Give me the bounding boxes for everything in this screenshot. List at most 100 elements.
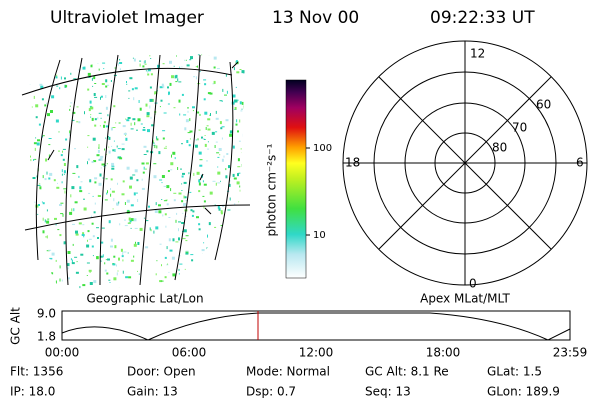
pixel <box>121 148 125 151</box>
pixel <box>162 130 166 132</box>
pixel <box>32 201 36 203</box>
pixel <box>39 65 41 67</box>
pixel <box>74 55 78 57</box>
pixel <box>61 181 63 184</box>
pixel <box>215 131 218 133</box>
pixel <box>126 119 130 122</box>
pixel <box>38 204 40 206</box>
pixel <box>55 119 59 123</box>
pixel <box>234 107 237 110</box>
pixel <box>148 205 150 208</box>
pixel <box>164 213 167 216</box>
pixel <box>209 284 211 287</box>
pixel <box>145 70 147 72</box>
pixel <box>219 100 223 102</box>
status-field: Mode: Normal <box>246 365 330 379</box>
pixel <box>87 88 90 91</box>
pixel <box>138 273 140 275</box>
pixel <box>79 286 81 289</box>
pixel <box>104 288 107 290</box>
pixel <box>158 204 161 207</box>
pixel <box>137 199 139 202</box>
pixel <box>105 79 108 83</box>
pixel <box>41 201 43 203</box>
pixel <box>79 186 82 190</box>
pixel <box>169 50 171 52</box>
pixel <box>169 82 172 86</box>
pixel <box>202 138 205 140</box>
pixel <box>126 83 128 85</box>
pixel <box>87 161 88 165</box>
pixel <box>92 195 94 197</box>
pixel <box>57 70 61 72</box>
pixel <box>87 72 91 76</box>
pixel <box>63 163 66 166</box>
pixel <box>153 175 157 179</box>
status-field: Dsp: 0.7 <box>246 385 296 399</box>
pixel <box>201 53 203 56</box>
pixel <box>91 117 94 121</box>
pixel <box>163 147 167 149</box>
pixel <box>155 226 159 230</box>
pixel <box>107 136 109 138</box>
pixel <box>130 204 134 207</box>
pixel <box>232 276 234 278</box>
pixel <box>203 79 207 81</box>
pixel <box>217 171 221 175</box>
pixel <box>28 232 30 236</box>
pixel <box>244 135 245 137</box>
pixel <box>158 210 162 214</box>
pixel <box>237 166 241 168</box>
pixel <box>130 122 132 126</box>
pixel <box>217 156 220 158</box>
pixel <box>185 235 189 237</box>
pixel <box>107 114 109 117</box>
pixel <box>163 200 167 202</box>
pixel <box>226 153 229 155</box>
pixel <box>172 273 176 277</box>
pixel <box>84 111 85 115</box>
orbit-curve <box>61 312 571 341</box>
pixel <box>159 106 161 108</box>
pixel <box>141 162 145 165</box>
pixel <box>214 226 217 228</box>
pixel <box>192 106 195 109</box>
pixel <box>28 156 29 157</box>
pixel <box>204 111 208 115</box>
pixel <box>50 54 54 58</box>
pixel <box>62 150 63 153</box>
pixel <box>62 148 66 150</box>
pixel <box>234 109 236 110</box>
pixel <box>49 172 53 176</box>
status-field: IP: 18.0 <box>10 385 55 399</box>
pixel <box>78 121 81 124</box>
pixel <box>169 51 170 54</box>
pixel <box>46 220 50 224</box>
pixel <box>237 276 241 279</box>
pixel <box>91 222 94 225</box>
pixel <box>245 113 246 115</box>
pixel <box>198 228 201 231</box>
pixel <box>185 216 187 217</box>
pixel <box>110 238 113 242</box>
pixel <box>32 50 35 52</box>
pixel <box>157 90 158 92</box>
pixel <box>164 276 167 279</box>
pixel <box>101 163 105 166</box>
pixel <box>218 207 221 211</box>
pixel <box>60 213 64 215</box>
pixel <box>170 169 173 171</box>
pixel <box>128 90 131 92</box>
pixel <box>31 106 33 108</box>
pixel <box>187 132 191 134</box>
pixel <box>227 222 230 224</box>
pixel <box>147 129 150 133</box>
pixel <box>142 65 145 68</box>
pixel <box>232 173 235 177</box>
pixel <box>198 182 201 186</box>
pixel <box>161 83 164 87</box>
pixel <box>147 70 149 73</box>
pixel <box>220 210 223 214</box>
pixel <box>39 83 43 86</box>
pixel <box>197 65 198 68</box>
